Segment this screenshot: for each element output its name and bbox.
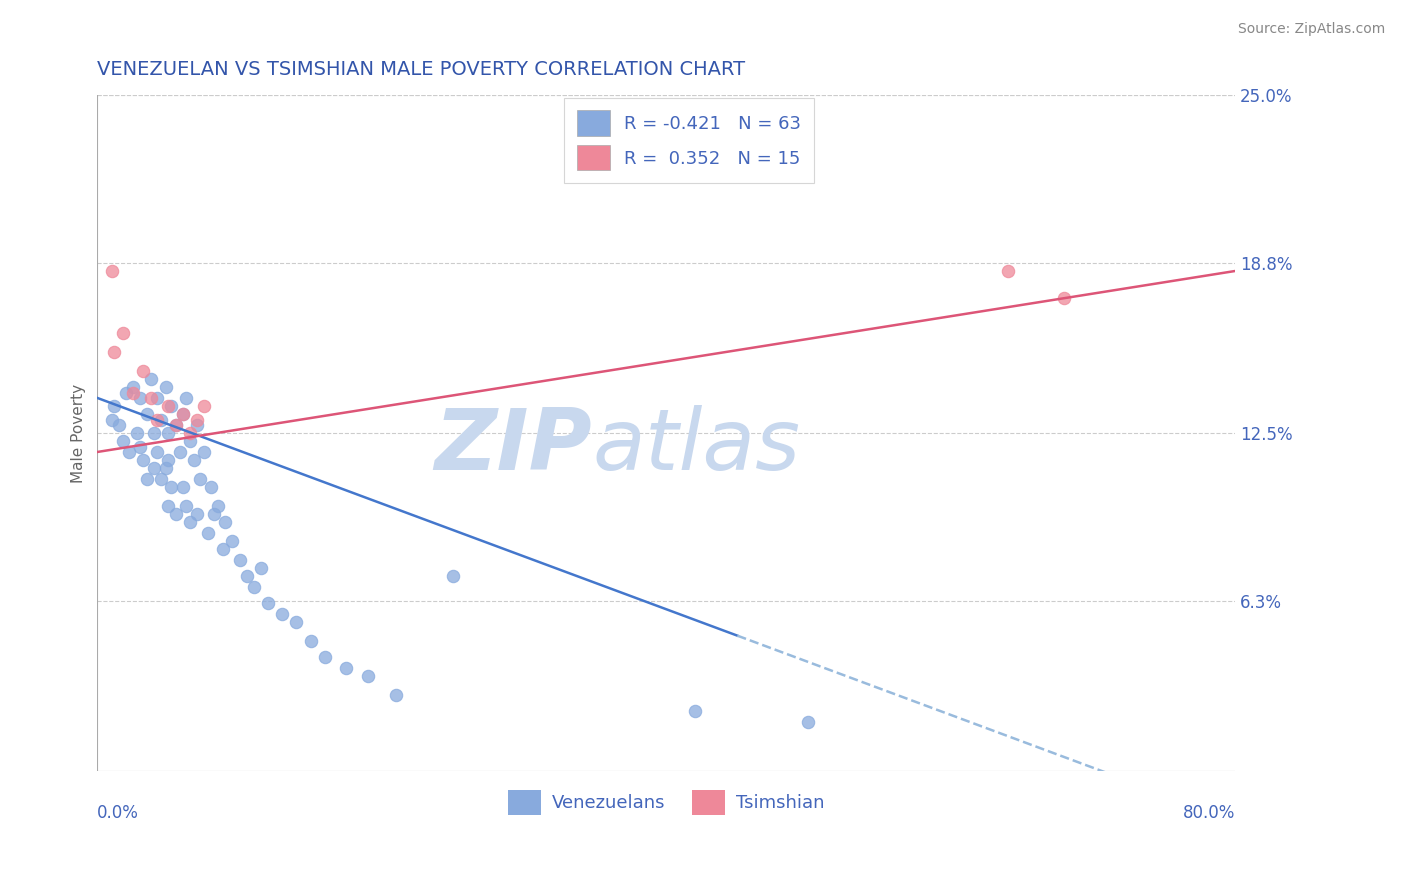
- Point: [160, 480, 183, 494]
- Point: [111, 326, 134, 340]
- Point: [183, 453, 205, 467]
- Point: [117, 445, 139, 459]
- Point: [174, 499, 197, 513]
- Point: [150, 472, 173, 486]
- Point: [441, 569, 464, 583]
- Point: [172, 480, 194, 494]
- Point: [683, 704, 706, 718]
- Point: [143, 425, 166, 440]
- Point: [314, 650, 336, 665]
- Text: 0.0%: 0.0%: [97, 805, 139, 822]
- Text: ZIP: ZIP: [434, 405, 592, 488]
- Y-axis label: Male Poverty: Male Poverty: [72, 384, 86, 483]
- Point: [172, 407, 194, 421]
- Point: [179, 425, 201, 440]
- Point: [146, 445, 169, 459]
- Text: atlas: atlas: [592, 405, 800, 488]
- Point: [111, 434, 134, 449]
- Point: [197, 526, 219, 541]
- Point: [385, 688, 408, 702]
- Point: [157, 425, 180, 440]
- Point: [188, 472, 211, 486]
- Point: [143, 461, 166, 475]
- Point: [172, 407, 194, 421]
- Point: [250, 561, 273, 575]
- Point: [132, 453, 155, 467]
- Point: [129, 391, 152, 405]
- Point: [165, 507, 187, 521]
- Point: [100, 412, 122, 426]
- Text: 80.0%: 80.0%: [1182, 805, 1234, 822]
- Point: [174, 391, 197, 405]
- Point: [129, 440, 152, 454]
- Point: [122, 380, 145, 394]
- Point: [335, 661, 357, 675]
- Point: [271, 607, 294, 621]
- Text: VENEZUELAN VS TSIMSHIAN MALE POVERTY CORRELATION CHART: VENEZUELAN VS TSIMSHIAN MALE POVERTY COR…: [97, 60, 745, 78]
- Point: [179, 434, 201, 449]
- Point: [285, 615, 308, 629]
- Point: [127, 425, 149, 440]
- Point: [200, 480, 222, 494]
- Point: [243, 580, 266, 594]
- Point: [150, 412, 173, 426]
- Point: [155, 380, 177, 394]
- Point: [160, 399, 183, 413]
- Point: [186, 412, 208, 426]
- Point: [211, 542, 233, 557]
- Point: [103, 399, 125, 413]
- Point: [235, 569, 257, 583]
- Point: [797, 714, 820, 729]
- Point: [136, 472, 159, 486]
- Point: [165, 417, 187, 432]
- Point: [221, 534, 243, 549]
- Point: [214, 515, 236, 529]
- Text: Source: ZipAtlas.com: Source: ZipAtlas.com: [1237, 22, 1385, 37]
- Point: [169, 445, 191, 459]
- Point: [228, 553, 250, 567]
- Point: [146, 412, 169, 426]
- Point: [103, 345, 125, 359]
- Point: [207, 499, 229, 513]
- Point: [146, 391, 169, 405]
- Point: [114, 385, 136, 400]
- Point: [186, 507, 208, 521]
- Point: [186, 417, 208, 432]
- Point: [165, 417, 187, 432]
- Legend: Venezuelans, Tsimshian: Venezuelans, Tsimshian: [501, 782, 831, 822]
- Point: [155, 461, 177, 475]
- Point: [136, 407, 159, 421]
- Point: [157, 499, 180, 513]
- Point: [257, 596, 280, 610]
- Point: [157, 399, 180, 413]
- Point: [179, 515, 201, 529]
- Point: [122, 385, 145, 400]
- Point: [157, 453, 180, 467]
- Point: [193, 445, 215, 459]
- Point: [299, 634, 322, 648]
- Point: [100, 264, 122, 278]
- Point: [132, 364, 155, 378]
- Point: [193, 399, 215, 413]
- Point: [1053, 291, 1076, 305]
- Point: [107, 417, 129, 432]
- Point: [997, 264, 1019, 278]
- Point: [141, 391, 163, 405]
- Point: [141, 372, 163, 386]
- Point: [202, 507, 225, 521]
- Point: [356, 669, 378, 683]
